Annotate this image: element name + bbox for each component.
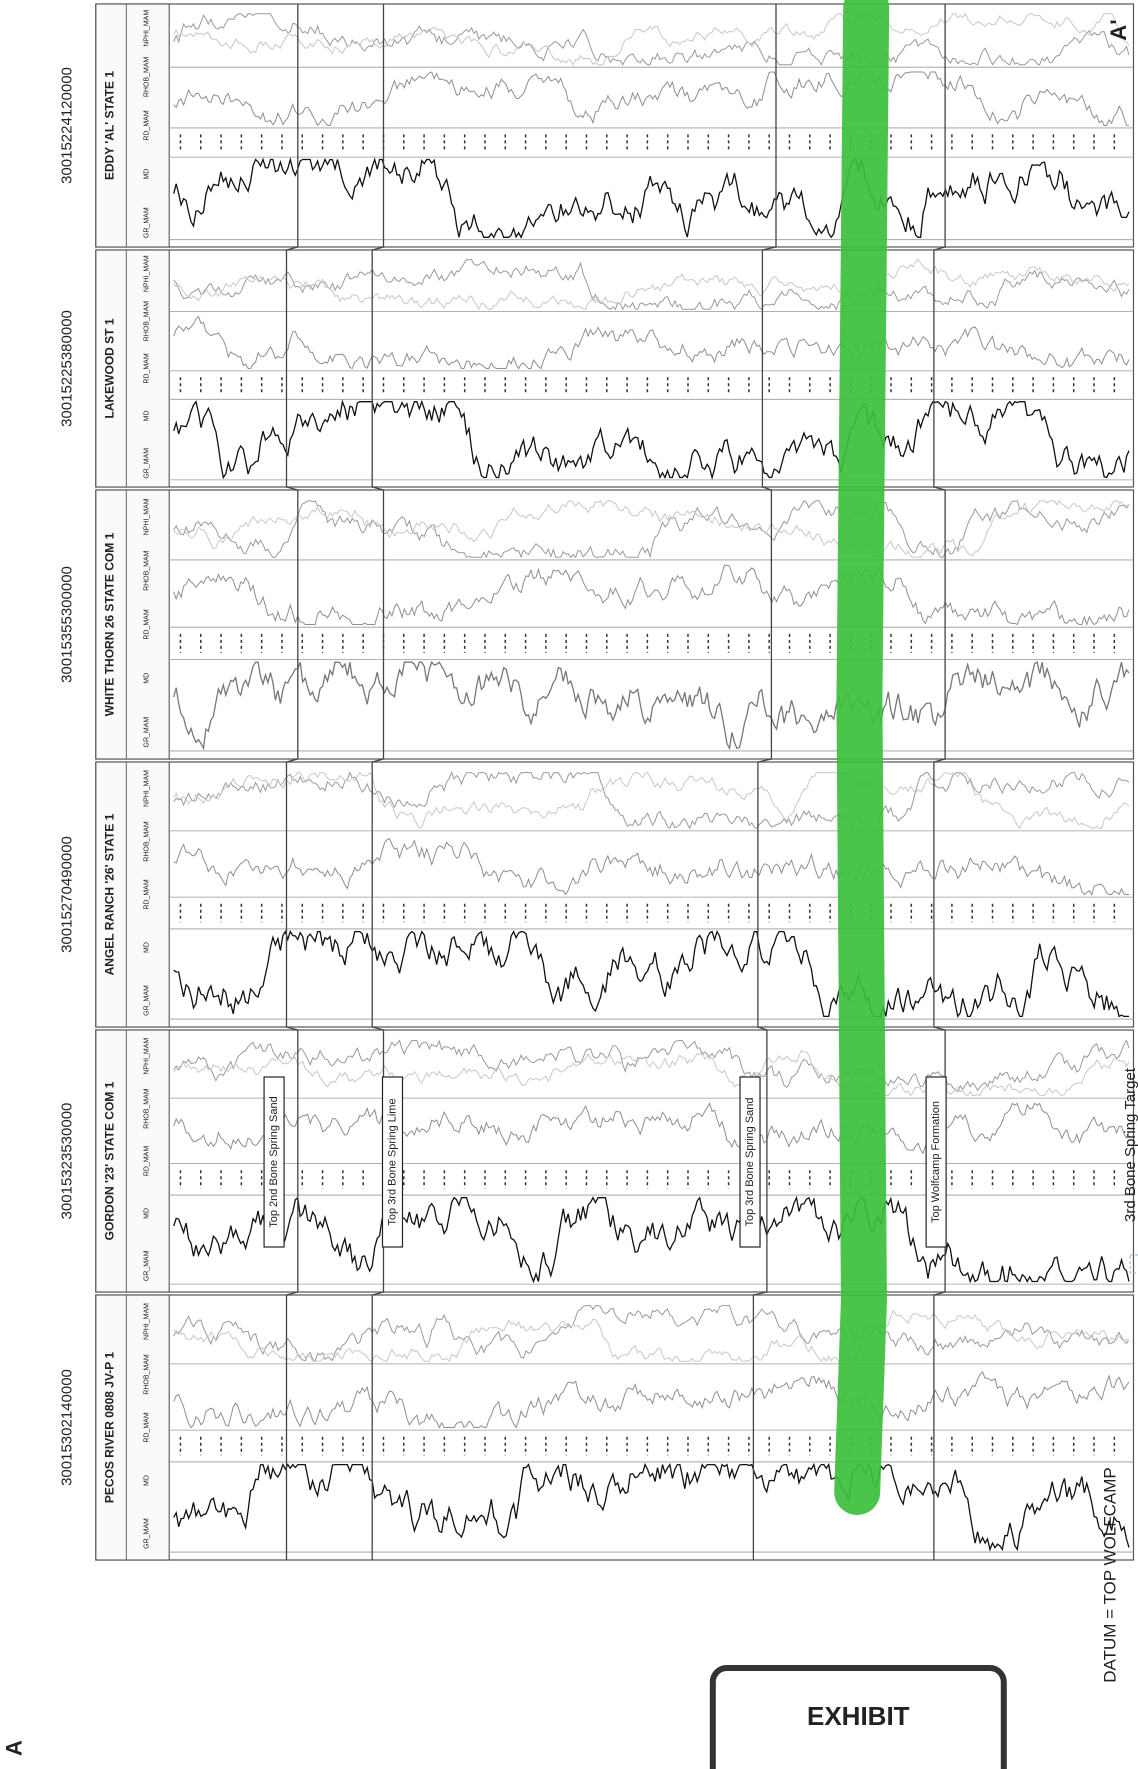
well-name: PECOS RIVER 0808 JV-P 1 bbox=[103, 1352, 117, 1504]
track-header: MD bbox=[143, 1208, 150, 1219]
section-start: A bbox=[2, 1740, 27, 1756]
log-curve bbox=[173, 1371, 1130, 1429]
well-header bbox=[95, 761, 170, 1028]
log-curve bbox=[173, 564, 1130, 627]
log-curve bbox=[173, 929, 1129, 1019]
log-curve bbox=[173, 399, 1130, 480]
well-name: LAKEWOOD ST 1 bbox=[103, 318, 117, 418]
track-header: NPHI_MAM bbox=[143, 255, 150, 292]
well-header bbox=[95, 3, 170, 248]
log-curve bbox=[173, 1050, 1130, 1097]
log-curve bbox=[173, 1305, 1130, 1363]
track-header: MD bbox=[143, 169, 150, 180]
exhibit-title: EXHIBIT bbox=[807, 1701, 910, 1731]
formation-label-box bbox=[739, 1076, 761, 1248]
well-api: 30015355300000 bbox=[59, 566, 76, 683]
log-curve bbox=[173, 660, 1130, 751]
track-header: GR_MAM bbox=[143, 717, 150, 748]
well-api: 30015224120000 bbox=[59, 67, 76, 184]
well-header bbox=[95, 489, 170, 760]
log-curve bbox=[173, 1462, 1130, 1552]
log-curve bbox=[173, 315, 1130, 370]
track-header: RHOB_MAM bbox=[143, 301, 150, 342]
track-header: RD_MAM bbox=[143, 1146, 150, 1177]
track-header: RD_MAM bbox=[143, 609, 150, 640]
track-header: RD_MAM bbox=[143, 879, 150, 910]
track-header: RHOB_MAM bbox=[143, 550, 150, 591]
legend-swatch bbox=[1129, 1254, 1138, 1274]
log-curve bbox=[173, 1102, 1130, 1155]
well-api: 30015323530000 bbox=[59, 1103, 76, 1220]
log-curve bbox=[173, 1309, 1130, 1363]
track-header: NPHI_MAM bbox=[143, 1303, 150, 1340]
track-header: MD bbox=[143, 1475, 150, 1486]
log-curve bbox=[173, 771, 1130, 830]
well-name: GORDON '23' STATE COM 1 bbox=[103, 1081, 117, 1240]
track-header: GR_MAM bbox=[143, 207, 150, 238]
log-curve bbox=[173, 1039, 1130, 1093]
log-curve bbox=[173, 12, 1130, 66]
log-curve bbox=[173, 1195, 1130, 1284]
log-curve bbox=[173, 71, 1130, 127]
track-header: RD_MAM bbox=[143, 110, 150, 141]
formation-top-line bbox=[933, 4, 946, 1560]
well-header bbox=[95, 1029, 170, 1293]
track-header: RD_MAM bbox=[143, 1412, 150, 1443]
log-curve bbox=[173, 258, 1130, 311]
log-curve bbox=[173, 500, 1130, 559]
track-header: RHOB_MAM bbox=[143, 1088, 150, 1129]
formation-label-box bbox=[925, 1076, 947, 1248]
track-header: RD_MAM bbox=[143, 353, 150, 384]
well-api: 30015225380000 bbox=[59, 310, 76, 427]
well-name: EDDY 'AL' STATE 1 bbox=[103, 71, 117, 180]
well-header bbox=[95, 1294, 170, 1561]
log-curve bbox=[173, 499, 1130, 558]
formation-label: Top 2nd Bone Spring Sand bbox=[268, 1096, 280, 1228]
formation-label-box bbox=[263, 1076, 285, 1248]
track-header: GR_MAM bbox=[143, 1250, 150, 1281]
track-header: GR_MAM bbox=[143, 985, 150, 1016]
log-curve bbox=[173, 157, 1130, 239]
well-name: WHITE THORN 26 STATE COM 1 bbox=[103, 532, 117, 716]
log-curve bbox=[173, 838, 1129, 896]
track-header: MD bbox=[143, 410, 150, 421]
formation-label: Top 3rd Bone Spring Lime bbox=[386, 1098, 398, 1225]
formation-top-line bbox=[752, 4, 777, 1560]
log-curve bbox=[173, 258, 1130, 311]
track-header: NPHI_MAM bbox=[143, 498, 150, 535]
log-curve bbox=[173, 13, 1130, 66]
well-header bbox=[95, 249, 170, 488]
track-header: RHOB_MAM bbox=[143, 1354, 150, 1395]
formation-top-line bbox=[371, 4, 385, 1560]
track-header: NPHI_MAM bbox=[143, 1038, 150, 1075]
datum-note: DATUM = TOP WOLFCAMP bbox=[1100, 1467, 1119, 1683]
exhibit-box bbox=[709, 1665, 1007, 1769]
track-header: RHOB_MAM bbox=[143, 57, 150, 98]
section-end: A' bbox=[1106, 19, 1131, 40]
track-header: NPHI_MAM bbox=[143, 770, 150, 807]
track-header: GR_MAM bbox=[143, 1518, 150, 1549]
track-header: MD bbox=[143, 673, 150, 684]
well-name: ANGEL RANCH '26' STATE 1 bbox=[103, 813, 117, 975]
formation-label-box bbox=[381, 1076, 404, 1248]
well-api: 30015302140000 bbox=[59, 1369, 76, 1486]
well-api: 30015270490000 bbox=[59, 836, 76, 953]
track-header: RHOB_MAM bbox=[143, 821, 150, 862]
track-header: NPHI_MAM bbox=[143, 10, 150, 47]
formation-top-line bbox=[285, 4, 299, 1560]
formation-label: Top Wolfcamp Formation bbox=[930, 1101, 942, 1223]
target-zone bbox=[834, 0, 890, 1515]
track-header: MD bbox=[143, 942, 150, 953]
track-header: GR_MAM bbox=[143, 448, 150, 479]
legend-label: 3rd Bone Spring Target bbox=[1122, 1067, 1138, 1222]
formation-label: Top 3rd Bone Spring Sand bbox=[744, 1097, 756, 1226]
